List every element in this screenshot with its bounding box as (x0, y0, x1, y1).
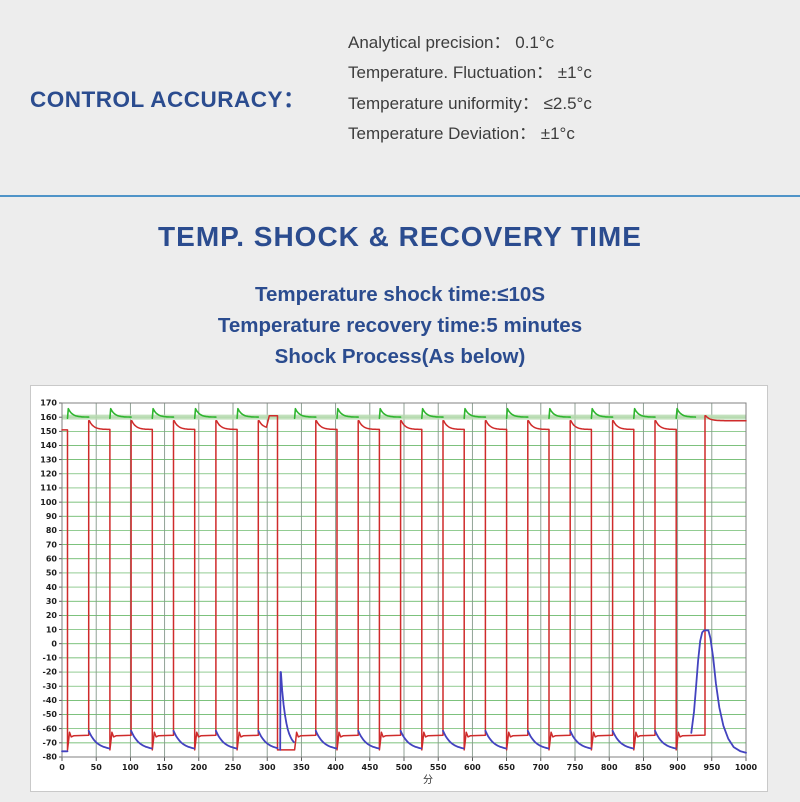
svg-text:70: 70 (46, 540, 58, 549)
series-hot-zone (66, 407, 697, 420)
svg-text:300: 300 (259, 763, 276, 772)
svg-text:-30: -30 (43, 682, 58, 691)
spec-line-temperature-deviation: Temperature Deviation： ±1°c (348, 124, 575, 143)
control-accuracy-title: CONTROL ACCURACY： (30, 86, 306, 112)
svg-text:250: 250 (225, 763, 242, 772)
spec-line-temperature-fluctuation: Temperature. Fluctuation： ±1°c (348, 63, 592, 82)
svg-text:90: 90 (46, 512, 58, 521)
svg-text:-40: -40 (43, 696, 58, 705)
section-divider (0, 195, 800, 197)
shock-lines: Temperature shock time:≤10S Temperature … (0, 279, 800, 372)
svg-text:0: 0 (51, 639, 57, 648)
svg-text:50: 50 (46, 569, 58, 578)
svg-text:130: 130 (40, 455, 57, 464)
svg-text:800: 800 (601, 763, 618, 772)
svg-text:-60: -60 (43, 724, 58, 733)
svg-text:110: 110 (40, 484, 57, 493)
svg-text:100: 100 (40, 498, 57, 507)
svg-text:10: 10 (46, 625, 58, 634)
svg-text:950: 950 (703, 763, 720, 772)
svg-text:60: 60 (46, 554, 58, 563)
svg-text:30: 30 (46, 597, 58, 606)
shock-process-line: Shock Process(As below) (274, 345, 526, 368)
svg-text:-70: -70 (43, 739, 58, 748)
svg-text:80: 80 (46, 526, 58, 535)
svg-text:850: 850 (635, 763, 652, 772)
series-cold-zone (61, 629, 747, 754)
svg-text:50: 50 (91, 763, 103, 772)
svg-text:170: 170 (40, 399, 57, 408)
spec-line-analytical-precision: Analytical precision： 0.1°c (348, 32, 555, 52)
control-accuracy-section: CONTROL ACCURACY： Analytical precision： … (0, 0, 800, 195)
svg-text:0: 0 (59, 763, 65, 772)
spec-line-temperature-uniformity: Temperature uniformity： ≤2.5°c (348, 93, 592, 113)
svg-text:140: 140 (40, 441, 57, 450)
svg-text:160: 160 (40, 413, 57, 422)
chart-axis-labels: -80 -70 -60 -50 -40 -30 -20 -10 0 10 20 30 40 50 60 70 8… (40, 399, 757, 786)
svg-text:900: 900 (669, 763, 686, 772)
svg-text:700: 700 (532, 763, 549, 772)
svg-text:40: 40 (46, 583, 58, 592)
svg-text:-10: -10 (43, 654, 58, 663)
svg-text:550: 550 (430, 763, 447, 772)
svg-text:400: 400 (327, 763, 344, 772)
chart-series (61, 407, 747, 754)
svg-text:200: 200 (190, 763, 207, 772)
recovery-time-line: Temperature recovery time:5 minutes (217, 314, 583, 337)
svg-text:350: 350 (293, 763, 310, 772)
shock-chart-svg: -80 -70 -60 -50 -40 -30 -20 -10 0 10 20 30 40 50 60 70 8… (40, 399, 757, 786)
svg-text:600: 600 (464, 763, 481, 772)
control-accuracy-specs: Analytical precision： 0.1°c Temperature.… (348, 28, 592, 150)
series-sample (61, 414, 747, 751)
svg-text:-20: -20 (43, 668, 58, 677)
svg-text:650: 650 (498, 763, 515, 772)
shock-heading: TEMP. SHOCK & RECOVERY TIME (158, 221, 642, 252)
x-axis-unit-label: 分 (423, 774, 433, 786)
shock-time-line: Temperature shock time:≤10S (254, 283, 545, 306)
svg-text:1000: 1000 (735, 763, 758, 772)
chart-gridlines (61, 402, 747, 758)
svg-text:-80: -80 (43, 753, 58, 762)
svg-text:150: 150 (40, 427, 57, 436)
svg-text:20: 20 (46, 611, 58, 620)
svg-text:500: 500 (396, 763, 413, 772)
svg-text:450: 450 (361, 763, 378, 772)
svg-text:100: 100 (122, 763, 139, 772)
svg-text:-50: -50 (43, 710, 58, 719)
shock-process-chart-panel: -80 -70 -60 -50 -40 -30 -20 -10 0 10 20 30 40 50 60 70 8… (30, 385, 768, 792)
plot-border (61, 402, 747, 758)
shock-section: TEMP. SHOCK & RECOVERY TIME Temperature … (0, 197, 800, 372)
svg-text:120: 120 (40, 470, 57, 479)
svg-text:750: 750 (567, 763, 584, 772)
svg-text:150: 150 (156, 763, 173, 772)
